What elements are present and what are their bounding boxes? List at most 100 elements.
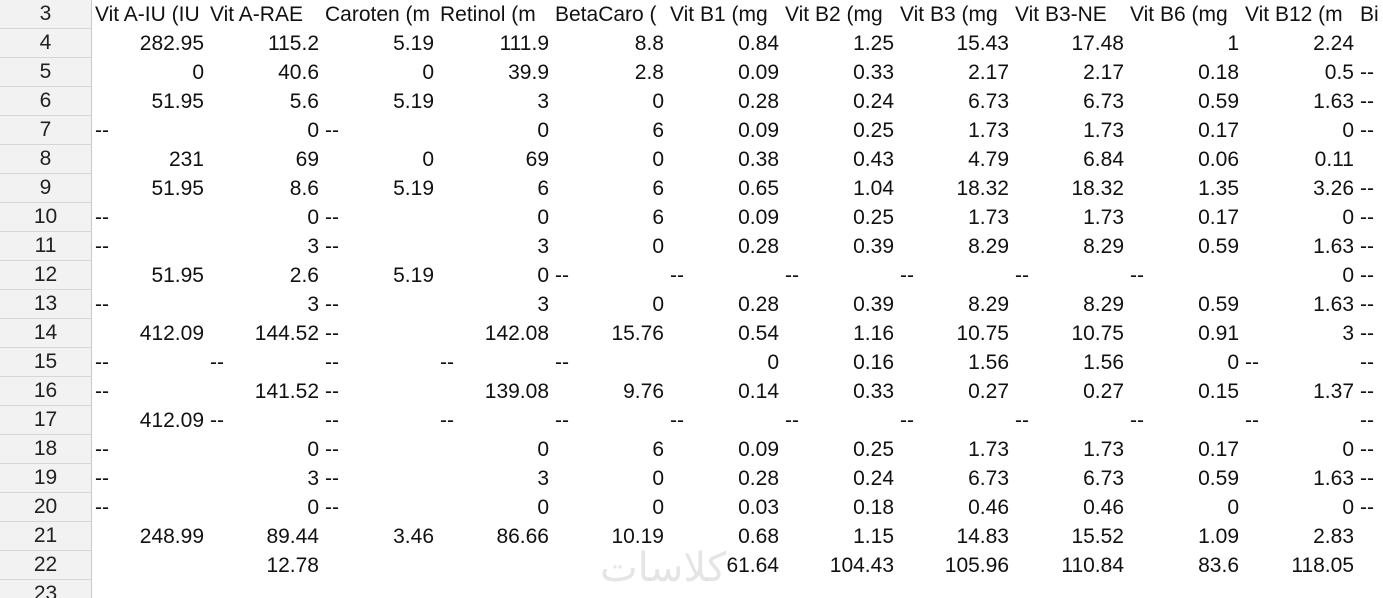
table-cell[interactable]: 0 xyxy=(1342,119,1354,142)
table-cell[interactable]: 1.56 xyxy=(968,351,1009,374)
table-cell[interactable]: -- xyxy=(210,409,224,432)
table-cell[interactable] xyxy=(92,580,207,598)
table-cell[interactable] xyxy=(1127,580,1242,598)
table-cell[interactable]: 0 xyxy=(652,148,664,171)
table-cell[interactable]: 1.63 xyxy=(1313,293,1354,316)
table-cell[interactable]: -- xyxy=(325,409,339,432)
table-cell[interactable]: 0 xyxy=(307,496,319,519)
table-cell[interactable]: 3 xyxy=(307,235,319,258)
column-header-cell[interactable]: Vit B1 (mg xyxy=(670,3,768,26)
table-cell[interactable]: -- xyxy=(1360,496,1374,519)
table-cell[interactable]: -- xyxy=(555,351,569,374)
table-cell[interactable]: -- xyxy=(325,496,339,519)
table-cell[interactable]: -- xyxy=(900,264,914,287)
table-cell[interactable] xyxy=(667,580,782,598)
table-cell[interactable]: -- xyxy=(1360,90,1374,113)
table-cell[interactable]: 6.73 xyxy=(968,467,1009,490)
table-cell[interactable]: 0 xyxy=(1227,496,1239,519)
table-cell[interactable]: 5.19 xyxy=(393,177,434,200)
table-cell[interactable]: 1.25 xyxy=(853,32,894,55)
table-cell[interactable]: -- xyxy=(325,351,339,374)
table-cell[interactable]: -- xyxy=(1360,119,1374,142)
table-cell[interactable]: -- xyxy=(95,438,109,461)
table-cell[interactable] xyxy=(782,580,897,598)
table-cell[interactable]: 0.39 xyxy=(853,235,894,258)
table-cell[interactable]: 18.32 xyxy=(956,177,1009,200)
table-cell[interactable]: 0.09 xyxy=(738,119,779,142)
row-header[interactable]: 16 xyxy=(0,377,92,406)
table-cell[interactable]: 0.15 xyxy=(1198,380,1239,403)
row-header[interactable]: 23 xyxy=(0,580,92,598)
table-cell[interactable]: 0.17 xyxy=(1198,438,1239,461)
table-cell[interactable]: 0.28 xyxy=(738,235,779,258)
table-cell[interactable]: -- xyxy=(325,206,339,229)
table-cell[interactable]: 139.08 xyxy=(484,380,549,403)
table-cell[interactable]: 0.46 xyxy=(1083,496,1124,519)
table-cell[interactable]: 15.52 xyxy=(1071,525,1124,548)
table-cell[interactable]: 0.09 xyxy=(738,206,779,229)
table-cell[interactable]: 0 xyxy=(422,148,434,171)
table-cell[interactable]: 1.16 xyxy=(853,322,894,345)
table-cell[interactable]: 3.26 xyxy=(1313,177,1354,200)
table-cell[interactable]: -- xyxy=(440,351,454,374)
table-cell[interactable]: -- xyxy=(1360,351,1374,374)
table-cell[interactable]: 0.09 xyxy=(738,438,779,461)
table-cell[interactable]: 0 xyxy=(537,206,549,229)
table-cell[interactable]: 0.46 xyxy=(968,496,1009,519)
table-cell[interactable]: 0 xyxy=(537,496,549,519)
column-header-cell[interactable]: Vit B3-NE xyxy=(1015,3,1107,26)
table-cell[interactable]: 1.56 xyxy=(1083,351,1124,374)
table-cell[interactable]: 3 xyxy=(537,90,549,113)
table-cell[interactable]: -- xyxy=(1130,409,1144,432)
table-cell[interactable]: 231 xyxy=(168,148,204,171)
table-cell[interactable]: 0.24 xyxy=(853,467,894,490)
table-cell[interactable]: -- xyxy=(1360,409,1374,432)
table-cell[interactable]: 1.63 xyxy=(1313,467,1354,490)
table-cell[interactable]: -- xyxy=(1360,467,1374,490)
table-cell[interactable]: 8.8 xyxy=(634,32,664,55)
table-cell[interactable]: 14.83 xyxy=(956,525,1009,548)
table-cell[interactable]: 0 xyxy=(1342,438,1354,461)
table-cell[interactable]: 1.73 xyxy=(968,206,1009,229)
table-cell[interactable]: 2.17 xyxy=(1083,61,1124,84)
table-cell[interactable]: 0.24 xyxy=(853,90,894,113)
table-cell[interactable]: -- xyxy=(670,409,684,432)
table-cell[interactable]: 0.59 xyxy=(1198,293,1239,316)
table-cell[interactable]: 15.76 xyxy=(611,322,664,345)
table-cell[interactable]: -- xyxy=(1360,235,1374,258)
table-cell[interactable]: -- xyxy=(210,351,224,374)
table-cell[interactable]: 5.19 xyxy=(393,32,434,55)
table-cell[interactable]: -- xyxy=(325,293,339,316)
table-cell[interactable]: 69 xyxy=(295,148,319,171)
table-cell[interactable]: 89.44 xyxy=(266,525,319,548)
table-cell[interactable]: 0.39 xyxy=(853,293,894,316)
table-cell[interactable]: 8.29 xyxy=(968,235,1009,258)
table-cell[interactable]: -- xyxy=(325,119,339,142)
table-cell[interactable]: 51.95 xyxy=(151,264,204,287)
table-cell[interactable]: -- xyxy=(1360,293,1374,316)
table-cell[interactable]: 86.66 xyxy=(496,525,549,548)
row-header[interactable]: 19 xyxy=(0,464,92,493)
row-header[interactable]: 3 xyxy=(0,0,92,29)
table-cell[interactable]: 0.25 xyxy=(853,119,894,142)
table-cell[interactable]: 1.63 xyxy=(1313,235,1354,258)
table-cell[interactable]: 6 xyxy=(652,177,664,200)
table-cell[interactable]: 0.16 xyxy=(853,351,894,374)
table-cell[interactable]: 0.14 xyxy=(738,380,779,403)
table-cell[interactable]: 15.43 xyxy=(956,32,1009,55)
table-cell[interactable]: 0 xyxy=(537,438,549,461)
table-cell[interactable]: 1.15 xyxy=(853,525,894,548)
table-cell[interactable]: 51.95 xyxy=(151,90,204,113)
table-cell[interactable]: -- xyxy=(95,496,109,519)
column-header-cell[interactable]: Bi xyxy=(1360,3,1379,26)
table-cell[interactable]: 6 xyxy=(537,177,549,200)
table-cell[interactable]: -- xyxy=(325,235,339,258)
table-cell[interactable]: 6 xyxy=(652,438,664,461)
table-cell[interactable]: -- xyxy=(95,467,109,490)
table-cell[interactable]: 0.25 xyxy=(853,206,894,229)
table-cell[interactable] xyxy=(207,580,322,598)
table-cell[interactable]: -- xyxy=(1015,409,1029,432)
table-cell[interactable]: 0.54 xyxy=(738,322,779,345)
table-cell[interactable]: 282.95 xyxy=(139,32,204,55)
